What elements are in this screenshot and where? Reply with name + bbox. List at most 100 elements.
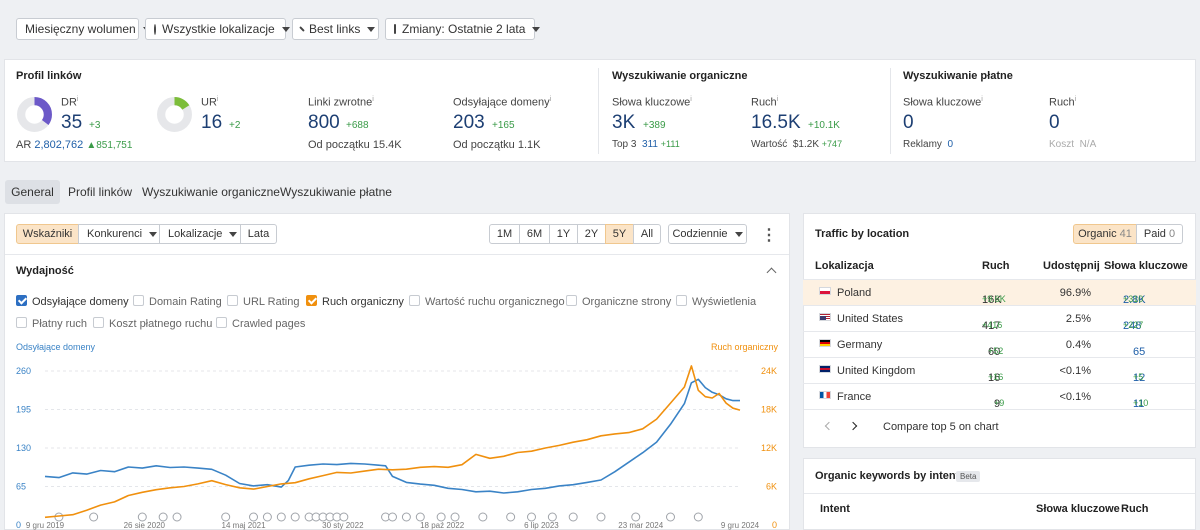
x-tick-label: 18 paź 2022: [420, 521, 465, 530]
chevron-down-icon: [367, 26, 376, 32]
view-locations[interactable]: Lokalizacje: [159, 224, 241, 244]
metric-paid-cost[interactable]: Koszt płatnego ruchu: [93, 317, 212, 330]
organic-keywords-label: Słowa kluczowei: [612, 96, 692, 109]
metric-impressions[interactable]: Wyświetlenia: [676, 295, 756, 308]
traffic-value-row: Wartość $1.2K +747: [751, 139, 843, 150]
range-5y[interactable]: 5Y: [605, 224, 634, 244]
refdomains-delta: +165: [492, 120, 515, 131]
paid-traffic-label: Ruchi: [1049, 96, 1077, 109]
annotation-marker-icon: [478, 512, 488, 522]
range-2y[interactable]: 2Y: [577, 224, 606, 244]
table-row[interactable]: United States 417 +416 2.5% 248 +227: [803, 305, 1196, 332]
flag-canton: [820, 316, 826, 320]
annotation-marker-icon: [666, 512, 675, 522]
annotation-marker-icon: [436, 512, 446, 522]
annotation-marker-icon: [631, 512, 641, 522]
range-all[interactable]: All: [633, 224, 661, 244]
top3-row: Top 3 311 +111: [612, 139, 680, 150]
dr-value: 35: [61, 112, 83, 133]
annotation-marker-icon: [290, 512, 300, 522]
more-icon[interactable]: ⋮: [761, 227, 777, 244]
ur-label: URi: [201, 96, 219, 109]
annotation-marker-icon: [89, 512, 99, 522]
organic-toggle[interactable]: Organic 41: [1073, 224, 1137, 244]
refdomains-label: Odsyłające domenyi: [453, 96, 552, 109]
metric-paid-traffic[interactable]: Płatny ruch: [16, 317, 87, 330]
organic-traffic-delta: +10.1K: [808, 120, 840, 131]
backlinks-value[interactable]: 800: [308, 112, 340, 133]
right-tick-label: 6K: [766, 482, 777, 492]
range-1m[interactable]: 1M: [489, 224, 520, 244]
overview-panel: [4, 59, 1196, 162]
organic-traffic-value[interactable]: 16.5K: [751, 112, 801, 133]
performance-title: Wydajność: [16, 265, 74, 277]
changes-label: Zmiany: Ostatnie 2 lata: [402, 22, 526, 36]
col-traffic: Ruch: [982, 260, 1010, 272]
right-tick-label: 0: [772, 520, 777, 530]
annotation-marker-icon: [276, 512, 286, 522]
compare-link[interactable]: Compare top 5 on chart: [883, 421, 999, 433]
annotation-marker-icon: [450, 512, 460, 522]
paid-title: Wyszukiwanie płatne: [903, 70, 1013, 82]
paid-toggle[interactable]: Paid 0: [1136, 224, 1183, 244]
changes-dropdown[interactable]: Zmiany: Ostatnie 2 lata: [385, 18, 541, 40]
ads-row: Reklamy 0: [903, 139, 954, 150]
paid-keywords-value: 0: [903, 112, 914, 133]
range-6m[interactable]: 6M: [519, 224, 550, 244]
annotation-marker-icon: [158, 512, 168, 522]
organic-keywords-value[interactable]: 3K: [612, 112, 636, 133]
metric-refdomains[interactable]: Odsyłające domeny: [16, 295, 129, 308]
interval-dropdown[interactable]: Codziennie: [668, 224, 747, 244]
traffic-location-panel: [803, 213, 1196, 448]
metric-organic-pages[interactable]: Organiczne strony: [566, 295, 671, 308]
refdomains-value[interactable]: 203: [453, 112, 485, 133]
locations-label: Wszystkie lokalizacje: [162, 22, 275, 36]
metric-crawled-pages[interactable]: Crawled pages: [216, 317, 305, 330]
flag-icon: [819, 365, 831, 373]
left-tick-label: 65: [16, 482, 26, 492]
ar-row: AR 2,802,762 ▲851,751: [16, 139, 133, 151]
locations-dropdown[interactable]: Wszystkie lokalizacje: [145, 18, 290, 40]
flag-icon: [819, 339, 831, 347]
backlinks-label: Linki zwrotnei: [308, 96, 374, 109]
metric-organic-traffic[interactable]: Ruch organiczny: [306, 295, 404, 308]
volume-dropdown[interactable]: Miesięczny wolumen: [16, 18, 151, 40]
chevron-down-icon: [229, 231, 238, 237]
tab-organic[interactable]: Wyszukiwanie organiczne: [142, 185, 280, 199]
series-line-organic-traffic: [44, 365, 741, 519]
annotation-marker-icon: [262, 512, 272, 522]
metric-traffic-value[interactable]: Wartość ruchu organicznego: [409, 295, 565, 308]
view-years[interactable]: Lata: [240, 224, 277, 244]
x-tick-label: 23 mar 2024: [618, 521, 663, 530]
right-tick-label: 12K: [761, 443, 777, 453]
traffic-location-title: Traffic by location: [815, 228, 910, 240]
refdomains-total: Od początku 1.1K: [453, 139, 541, 151]
x-tick-label: 9 gru 2019: [26, 521, 65, 530]
tab-general[interactable]: General: [5, 180, 60, 204]
annotation-marker-icon: [596, 512, 606, 522]
tab-paid[interactable]: Wyszukiwanie płatne: [280, 185, 392, 199]
links-dropdown[interactable]: Best links: [292, 18, 379, 40]
organic-traffic-label: Ruchi: [751, 96, 779, 109]
table-row[interactable]: Germany 60 +52 0.4% 65: [803, 331, 1196, 358]
view-competitors[interactable]: Konkurenci: [78, 224, 160, 244]
annotation-marker-icon: [172, 512, 182, 522]
metric-domain-rating[interactable]: Domain Rating: [133, 295, 222, 308]
table-row[interactable]: Poland 16K +9.6K 96.9% 2.8K +310: [803, 279, 1196, 306]
tab-link-profile[interactable]: Profil linków: [68, 185, 133, 199]
chevron-down-icon: [281, 26, 290, 32]
divider: [598, 68, 599, 154]
range-1y[interactable]: 1Y: [549, 224, 578, 244]
left-tick-label: 0: [16, 520, 21, 530]
view-metrics[interactable]: Wskaźniki: [16, 224, 79, 244]
x-tick-label: 30 sty 2022: [322, 521, 364, 530]
annotation-marker-icon: [415, 512, 425, 522]
organic-keywords-delta: +389: [643, 120, 666, 131]
annotation-marker-icon: [506, 512, 516, 522]
ur-value: 16: [201, 112, 223, 133]
cost-row: Koszt N/A: [1049, 139, 1097, 150]
table-row[interactable]: United Kingdom 16 +16 <0.1% 12 +5: [803, 357, 1196, 384]
table-row[interactable]: France 9 +9 <0.1% 11 +10: [803, 383, 1196, 410]
divider: [890, 68, 891, 154]
metric-url-rating[interactable]: URL Rating: [227, 295, 299, 308]
